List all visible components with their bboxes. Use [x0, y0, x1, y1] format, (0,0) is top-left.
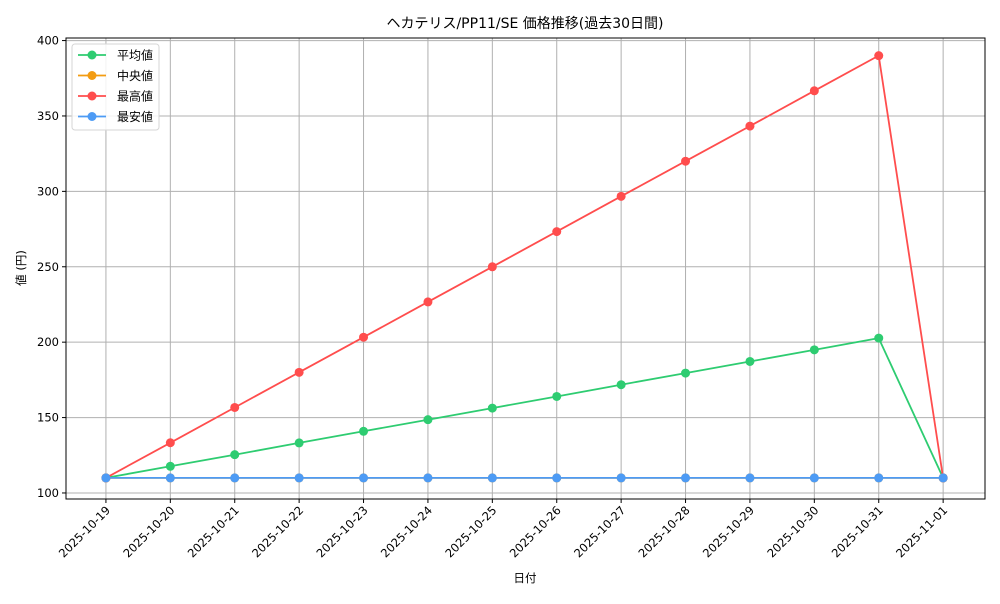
legend-label: 最高値	[117, 89, 153, 104]
y-tick-label: 400	[37, 34, 59, 48]
chart-title: ヘカテリス/PP11/SE 価格推移(過去30日間)	[386, 16, 663, 32]
grid-lines	[66, 38, 985, 499]
data-point	[101, 473, 111, 483]
x-axis: 2025-10-19 2025-10-20 2025-10-21 2025-10-22…	[56, 499, 950, 560]
series-平均値	[101, 333, 948, 483]
legend-marker-icon	[87, 50, 97, 60]
data-point	[165, 461, 175, 471]
x-axis-label: 日付	[514, 571, 537, 585]
series-line	[105, 337, 944, 479]
legend-label: 中央値	[117, 68, 153, 83]
series-最高値	[101, 51, 948, 483]
data-point	[938, 473, 948, 483]
data-point	[294, 438, 304, 448]
x-tick-label: 2025-10-25	[442, 503, 499, 560]
x-tick-label: 2025-10-19	[56, 503, 113, 560]
y-tick-label: 100	[37, 486, 59, 500]
legend-item: 平均値	[78, 48, 153, 63]
x-tick-label: 2025-10-29	[700, 503, 757, 560]
data-point	[745, 356, 755, 366]
data-point	[165, 438, 175, 448]
data-point	[230, 450, 240, 460]
data-point	[552, 473, 562, 483]
data-point	[809, 86, 819, 96]
legend-marker-icon	[87, 112, 97, 121]
y-tick-label: 150	[37, 411, 59, 425]
x-tick-label: 2025-10-31	[829, 503, 886, 560]
legend-label: 平均値	[117, 48, 153, 63]
x-tick-label: 2025-10-24	[378, 503, 435, 560]
x-tick-label: 2025-10-26	[507, 503, 564, 560]
data-point	[809, 473, 819, 483]
data-point	[487, 473, 497, 483]
data-point	[487, 262, 497, 272]
data-point	[616, 380, 626, 390]
data-point	[359, 473, 369, 483]
data-point	[487, 403, 497, 413]
legend-marker-icon	[87, 71, 97, 80]
series-最安値	[101, 473, 948, 483]
x-tick-label: 2025-10-27	[571, 503, 628, 560]
legend-marker-icon	[87, 91, 97, 101]
x-tick-label: 2025-10-30	[764, 503, 821, 560]
data-point	[423, 415, 433, 425]
legend-item: 最高値	[78, 89, 153, 104]
legend-box	[71, 43, 160, 131]
data-point	[616, 473, 626, 483]
x-tick-label: 2025-10-23	[313, 503, 370, 560]
x-tick-label: 2025-10-20	[120, 503, 177, 560]
legend-label: 最安値	[117, 109, 153, 124]
x-tick-label: 2025-10-28	[635, 503, 692, 560]
data-point	[616, 191, 626, 201]
data-point	[294, 473, 304, 483]
data-point	[552, 227, 562, 237]
y-axis-label: 値 (円)	[14, 250, 28, 286]
data-point	[230, 473, 240, 483]
data-point	[745, 473, 755, 483]
data-point	[809, 345, 819, 355]
x-tick-label: 2025-11-01	[893, 503, 950, 560]
y-tick-label: 300	[37, 184, 59, 198]
series-line	[105, 54, 944, 479]
data-point	[681, 368, 691, 378]
plot-frame	[65, 37, 986, 500]
data-point	[874, 51, 884, 61]
legend-item: 最安値	[78, 109, 153, 124]
data-point	[294, 367, 304, 377]
x-tick-label: 2025-10-22	[249, 503, 306, 560]
data-point	[745, 121, 755, 131]
data-point	[681, 156, 691, 166]
y-tick-label: 350	[37, 109, 59, 123]
y-tick-label: 200	[37, 335, 59, 349]
data-point	[359, 426, 369, 436]
data-point	[423, 297, 433, 307]
series-lines	[101, 51, 948, 483]
data-point	[552, 391, 562, 401]
data-point	[874, 473, 884, 483]
y-tick-label: 250	[37, 260, 59, 274]
legend-item: 中央値	[78, 68, 153, 83]
data-point	[423, 473, 433, 483]
data-point	[874, 333, 884, 343]
data-point	[359, 332, 369, 342]
data-point	[230, 402, 240, 412]
x-tick-label: 2025-10-21	[185, 503, 242, 560]
data-point	[165, 473, 175, 483]
y-axis: 100 150 200 250 300 350 400	[37, 34, 66, 500]
data-point	[681, 473, 691, 483]
